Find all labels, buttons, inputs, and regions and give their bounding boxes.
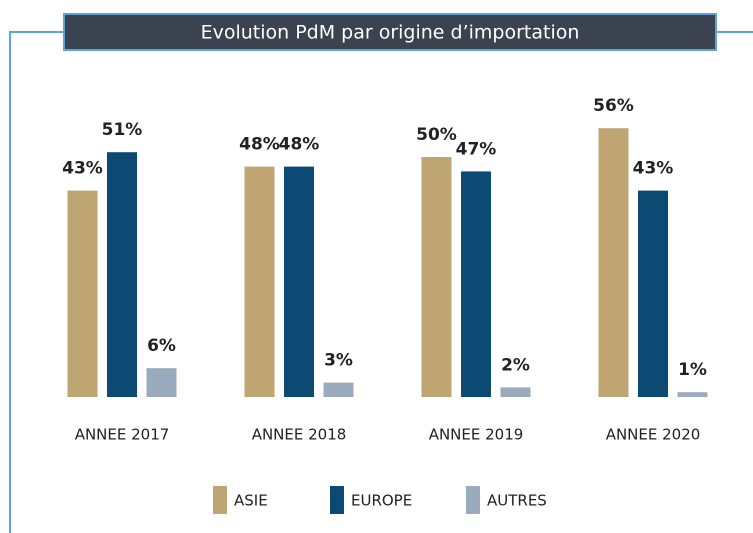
bar: [146, 368, 177, 397]
data-label: 43%: [62, 159, 103, 179]
chart-title: Evolution PdM par origine d’importation: [201, 22, 580, 44]
legend-label: AUTRES: [487, 492, 547, 510]
data-label: 43%: [633, 159, 674, 179]
frame-line: [9, 31, 64, 533]
legend-swatch: [330, 486, 344, 514]
data-label: 2%: [501, 355, 530, 375]
data-label: 56%: [593, 96, 634, 116]
bar: [638, 190, 668, 397]
bar: [107, 152, 137, 397]
data-label: 3%: [324, 351, 353, 371]
bar: [244, 166, 275, 397]
title-box: [63, 13, 717, 51]
bar: [284, 166, 314, 397]
data-label: 48%: [279, 135, 320, 155]
bar: [67, 190, 98, 397]
bar: [598, 128, 629, 397]
legend-swatch: [213, 486, 227, 514]
x-tick-label: ANNEE 2019: [429, 426, 524, 444]
data-label: 51%: [102, 120, 143, 140]
legend-swatch: [466, 486, 480, 514]
legend-label: ASIE: [234, 492, 268, 510]
x-tick-label: ANNEE 2017: [75, 426, 170, 444]
x-tick-label: ANNEE 2018: [252, 426, 347, 444]
data-label: 1%: [678, 360, 707, 380]
data-label: 48%: [239, 135, 280, 155]
bar: [500, 387, 531, 397]
bar: [323, 382, 354, 397]
bar: [461, 171, 491, 397]
data-label: 47%: [456, 139, 497, 159]
bar: [677, 392, 708, 397]
bar: [421, 157, 452, 397]
legend-label: EUROPE: [351, 492, 412, 510]
data-label: 50%: [416, 125, 457, 145]
data-label: 6%: [147, 336, 176, 356]
x-tick-label: ANNEE 2020: [606, 426, 701, 444]
